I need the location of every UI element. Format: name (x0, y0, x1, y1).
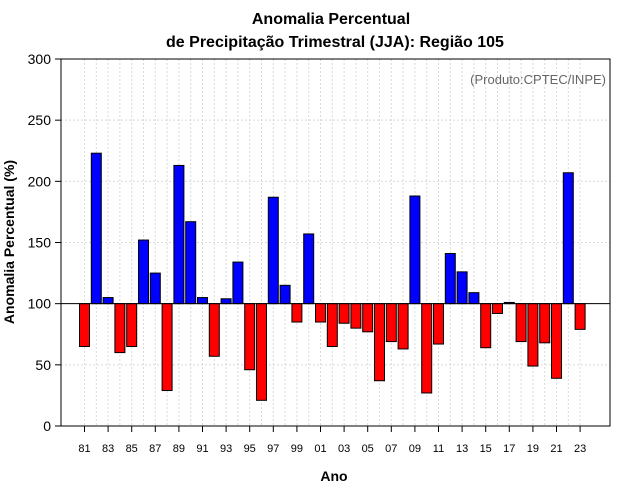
bar-22 (562, 172, 574, 305)
bar-97 (267, 196, 279, 305)
bar-04 (350, 303, 362, 329)
bar-11 (433, 303, 444, 345)
x-tick-label: 17 (503, 443, 515, 455)
bar-07 (385, 303, 397, 343)
bar-84 (114, 303, 126, 354)
bar-00 (303, 233, 315, 305)
bar-86 (138, 239, 149, 305)
y-tick-label: 150 (28, 235, 52, 251)
bar-83 (102, 297, 114, 305)
bar-90 (185, 221, 197, 305)
credit-annotation: (Produto:CPTEC/INPE) (470, 72, 606, 87)
x-tick-label: 83 (102, 443, 114, 455)
y-tick-label: 0 (43, 418, 51, 434)
bar-88 (161, 303, 173, 392)
x-tick-label: 15 (480, 443, 492, 455)
x-axis-ticks: 81 83 85 87 89 91 93 95 97 99 01 03 05 07 09 11 13 15 17 19… (78, 426, 586, 455)
bar-08 (397, 303, 409, 350)
bar-12 (444, 253, 456, 305)
bar-23 (574, 303, 586, 330)
bar-05 (362, 303, 374, 333)
x-tick-label: 13 (456, 443, 468, 455)
bar-15 (480, 303, 492, 349)
bar-21 (551, 303, 562, 379)
bar-13 (456, 271, 468, 305)
bar-10 (421, 303, 433, 394)
chart-title-line-1: Anomalia Percentual (252, 11, 410, 28)
bar-16 (492, 303, 503, 314)
bar-81 (79, 303, 90, 347)
y-tick-label: 50 (35, 357, 51, 373)
bar-01 (315, 303, 326, 323)
bar-91 (197, 297, 208, 305)
x-tick-label: 01 (314, 443, 326, 455)
bar-02 (326, 303, 338, 347)
x-tick-label: 91 (196, 443, 208, 455)
x-tick-label: 99 (291, 443, 303, 455)
x-tick-label: 97 (267, 443, 279, 455)
bar-96 (256, 303, 267, 401)
bar-94 (232, 261, 244, 305)
bar-85 (126, 303, 138, 347)
x-tick-label: 87 (149, 443, 161, 455)
bar-93 (220, 298, 232, 305)
bar-06 (374, 303, 385, 382)
bar-19 (527, 303, 539, 367)
bar-98 (279, 284, 291, 305)
y-tick-label: 300 (28, 51, 52, 67)
bar-14 (468, 292, 480, 305)
bar-82 (90, 152, 102, 305)
x-tick-label: 95 (244, 443, 256, 455)
bar-18 (515, 303, 527, 343)
bar-92 (208, 303, 220, 357)
x-tick-label: 93 (220, 443, 232, 455)
y-axis-label: Anomalia Percentual (%) (1, 160, 17, 324)
x-tick-label: 07 (385, 443, 397, 455)
bar-03 (338, 303, 350, 324)
x-tick-label: 23 (574, 443, 586, 455)
x-tick-label: 03 (338, 443, 350, 455)
x-tick-label: 19 (527, 443, 539, 455)
bar-20 (539, 303, 551, 344)
x-tick-label: 21 (550, 443, 562, 455)
x-tick-label: 81 (78, 443, 90, 455)
x-tick-label: 85 (126, 443, 138, 455)
y-tick-label: 200 (28, 173, 52, 189)
bar-95 (244, 303, 256, 371)
bar-09 (409, 195, 421, 305)
x-tick-label: 05 (362, 443, 374, 455)
x-axis-label: Ano (320, 468, 347, 484)
chart-title-line-2: de Precipitação Trimestral (JJA): Região… (166, 34, 504, 51)
bar-89 (173, 164, 185, 305)
y-axis-ticks: 0 50 100 150 200 250 300 (28, 51, 61, 434)
bar-99 (291, 303, 303, 323)
bar-87 (149, 272, 161, 305)
y-tick-label: 100 (28, 296, 52, 312)
x-tick-label: 11 (433, 443, 444, 455)
y-tick-label: 250 (28, 112, 52, 128)
x-tick-label: 09 (409, 443, 421, 455)
x-tick-label: 89 (173, 443, 185, 455)
